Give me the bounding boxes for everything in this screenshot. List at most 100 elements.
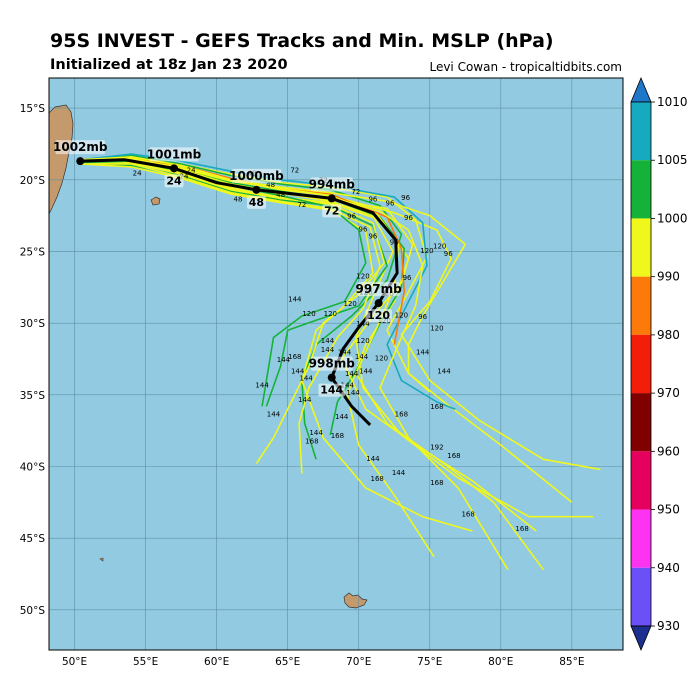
colorbar-label: 1010 xyxy=(657,95,688,109)
lat-label: 50°S xyxy=(20,605,46,617)
ensemble-member-track xyxy=(81,160,509,571)
member-hour-label: 144 xyxy=(288,296,302,304)
member-hour-label: 120 xyxy=(302,310,315,318)
colorbar-bin xyxy=(631,160,651,219)
mslp-label-box xyxy=(149,147,199,162)
member-hour-label: 120 xyxy=(356,337,369,345)
lat-label: 40°S xyxy=(20,462,46,474)
lon-label: 60°E xyxy=(204,656,229,668)
mean-track-point xyxy=(374,299,383,308)
member-hour-label: 120 xyxy=(324,310,337,318)
chart-credit: Levi Cowan - tropicaltidbits.com xyxy=(429,60,622,74)
colorbar-bin xyxy=(631,567,651,626)
member-hour-label: 168 xyxy=(305,438,318,446)
mean-track-point xyxy=(327,194,336,203)
member-hour-label: 144 xyxy=(298,396,312,404)
member-hour-label: 72 xyxy=(290,167,299,175)
mslp-label: 1001mb xyxy=(147,147,202,161)
lon-label: 70°E xyxy=(346,656,371,668)
mean-track-point xyxy=(252,185,261,194)
member-hour-label: 168 xyxy=(515,525,528,533)
member-hour-label: 24 xyxy=(187,167,196,175)
member-hour-label: 120 xyxy=(420,247,433,255)
colorbar-bin xyxy=(631,393,651,452)
member-hour-label: 96 xyxy=(368,233,377,241)
mslp-label: 1002mb xyxy=(53,140,108,154)
hour-label-box xyxy=(365,309,392,323)
mslp-label-box xyxy=(357,282,400,297)
member-hour-label: 144 xyxy=(341,382,355,390)
member-hour-label: 96 xyxy=(418,313,427,321)
ensemble-member-track xyxy=(81,157,545,571)
mslp-label: 1000mb xyxy=(229,169,284,183)
chart-title: 95S INVEST - GEFS Tracks and Min. MSLP (… xyxy=(50,30,554,52)
member-hour-label: 96 xyxy=(368,195,377,203)
hour-label-box xyxy=(322,204,342,218)
colorbar-bin xyxy=(631,451,651,510)
chart-subtitle: Initialized at 18z Jan 23 2020 xyxy=(50,57,288,73)
member-hour-label: 144 xyxy=(321,337,335,345)
colorbar-label: 940 xyxy=(657,561,680,575)
member-hour-label: 144 xyxy=(299,374,313,382)
reunion-island xyxy=(150,196,161,206)
forecast-hour-label: 24 xyxy=(166,174,182,187)
colorbar-label: 950 xyxy=(657,503,680,517)
colorbar-label: 990 xyxy=(657,270,680,284)
member-hour-label: 168 xyxy=(447,452,460,460)
member-hour-label: 144 xyxy=(291,367,305,375)
hour-label-box xyxy=(246,195,266,209)
lat-label: 45°S xyxy=(20,533,46,545)
mslp-label: 998mb xyxy=(309,357,356,371)
member-hour-label: 144 xyxy=(355,353,369,361)
member-hour-label: 96 xyxy=(404,214,413,222)
mean-track-point xyxy=(327,373,336,382)
member-hour-label: 120 xyxy=(356,273,369,281)
colorbar-bin xyxy=(631,218,651,277)
lon-label: 80°E xyxy=(488,656,513,668)
member-hour-label: 24 xyxy=(133,169,142,177)
ensemble-member-track xyxy=(81,158,537,532)
map-frame xyxy=(48,77,624,651)
member-hour-label: 144 xyxy=(321,346,335,354)
member-hour-label: 120 xyxy=(433,243,446,251)
member-hour-label: 168 xyxy=(395,410,408,418)
member-hour-label: 144 xyxy=(437,367,451,375)
lon-label: 50°E xyxy=(62,656,87,668)
ensemble-member-track xyxy=(81,157,601,471)
member-hour-label: 96 xyxy=(359,225,368,233)
hour-label-box xyxy=(318,383,345,397)
member-hour-label: 144 xyxy=(359,367,373,375)
member-hour-label: 48 xyxy=(266,181,275,189)
member-hour-label: 168 xyxy=(430,403,443,411)
colorbar-label: 960 xyxy=(657,444,680,458)
member-hour-label: 24 xyxy=(180,172,189,180)
colorbar-top-arrow xyxy=(630,76,652,103)
lat-label: 35°S xyxy=(20,390,46,402)
member-hour-label: 168 xyxy=(461,511,474,519)
colorbar-label: 1005 xyxy=(657,153,688,167)
lon-label: 65°E xyxy=(275,656,300,668)
member-hour-label: 96 xyxy=(347,212,356,220)
forecast-hour-label: 120 xyxy=(367,309,390,322)
colorbar-label: 980 xyxy=(657,328,680,342)
colorbar-bin xyxy=(631,276,651,335)
member-hour-label: 144 xyxy=(346,389,360,397)
member-hour-label: 48 xyxy=(276,191,285,199)
member-hour-label: 48 xyxy=(234,195,243,203)
ensemble-member-track xyxy=(81,163,473,532)
member-hour-label: 120 xyxy=(375,354,388,362)
lat-label: 25°S xyxy=(20,246,46,258)
member-hour-label: 120 xyxy=(395,311,408,319)
lon-label: 75°E xyxy=(417,656,442,668)
member-hour-label: 96 xyxy=(444,250,453,258)
member-hour-label: 144 xyxy=(392,469,406,477)
colorbar-bottom-arrow xyxy=(630,625,652,652)
member-hour-label: 144 xyxy=(255,382,269,390)
forecast-hour-label: 48 xyxy=(249,196,264,209)
member-hour-label: 168 xyxy=(430,479,443,487)
ensemble-member-track xyxy=(81,153,456,410)
colorbar-bin xyxy=(631,334,651,394)
small-island xyxy=(99,557,104,562)
colorbar-bin xyxy=(631,102,651,161)
member-hour-label: 144 xyxy=(338,349,352,357)
